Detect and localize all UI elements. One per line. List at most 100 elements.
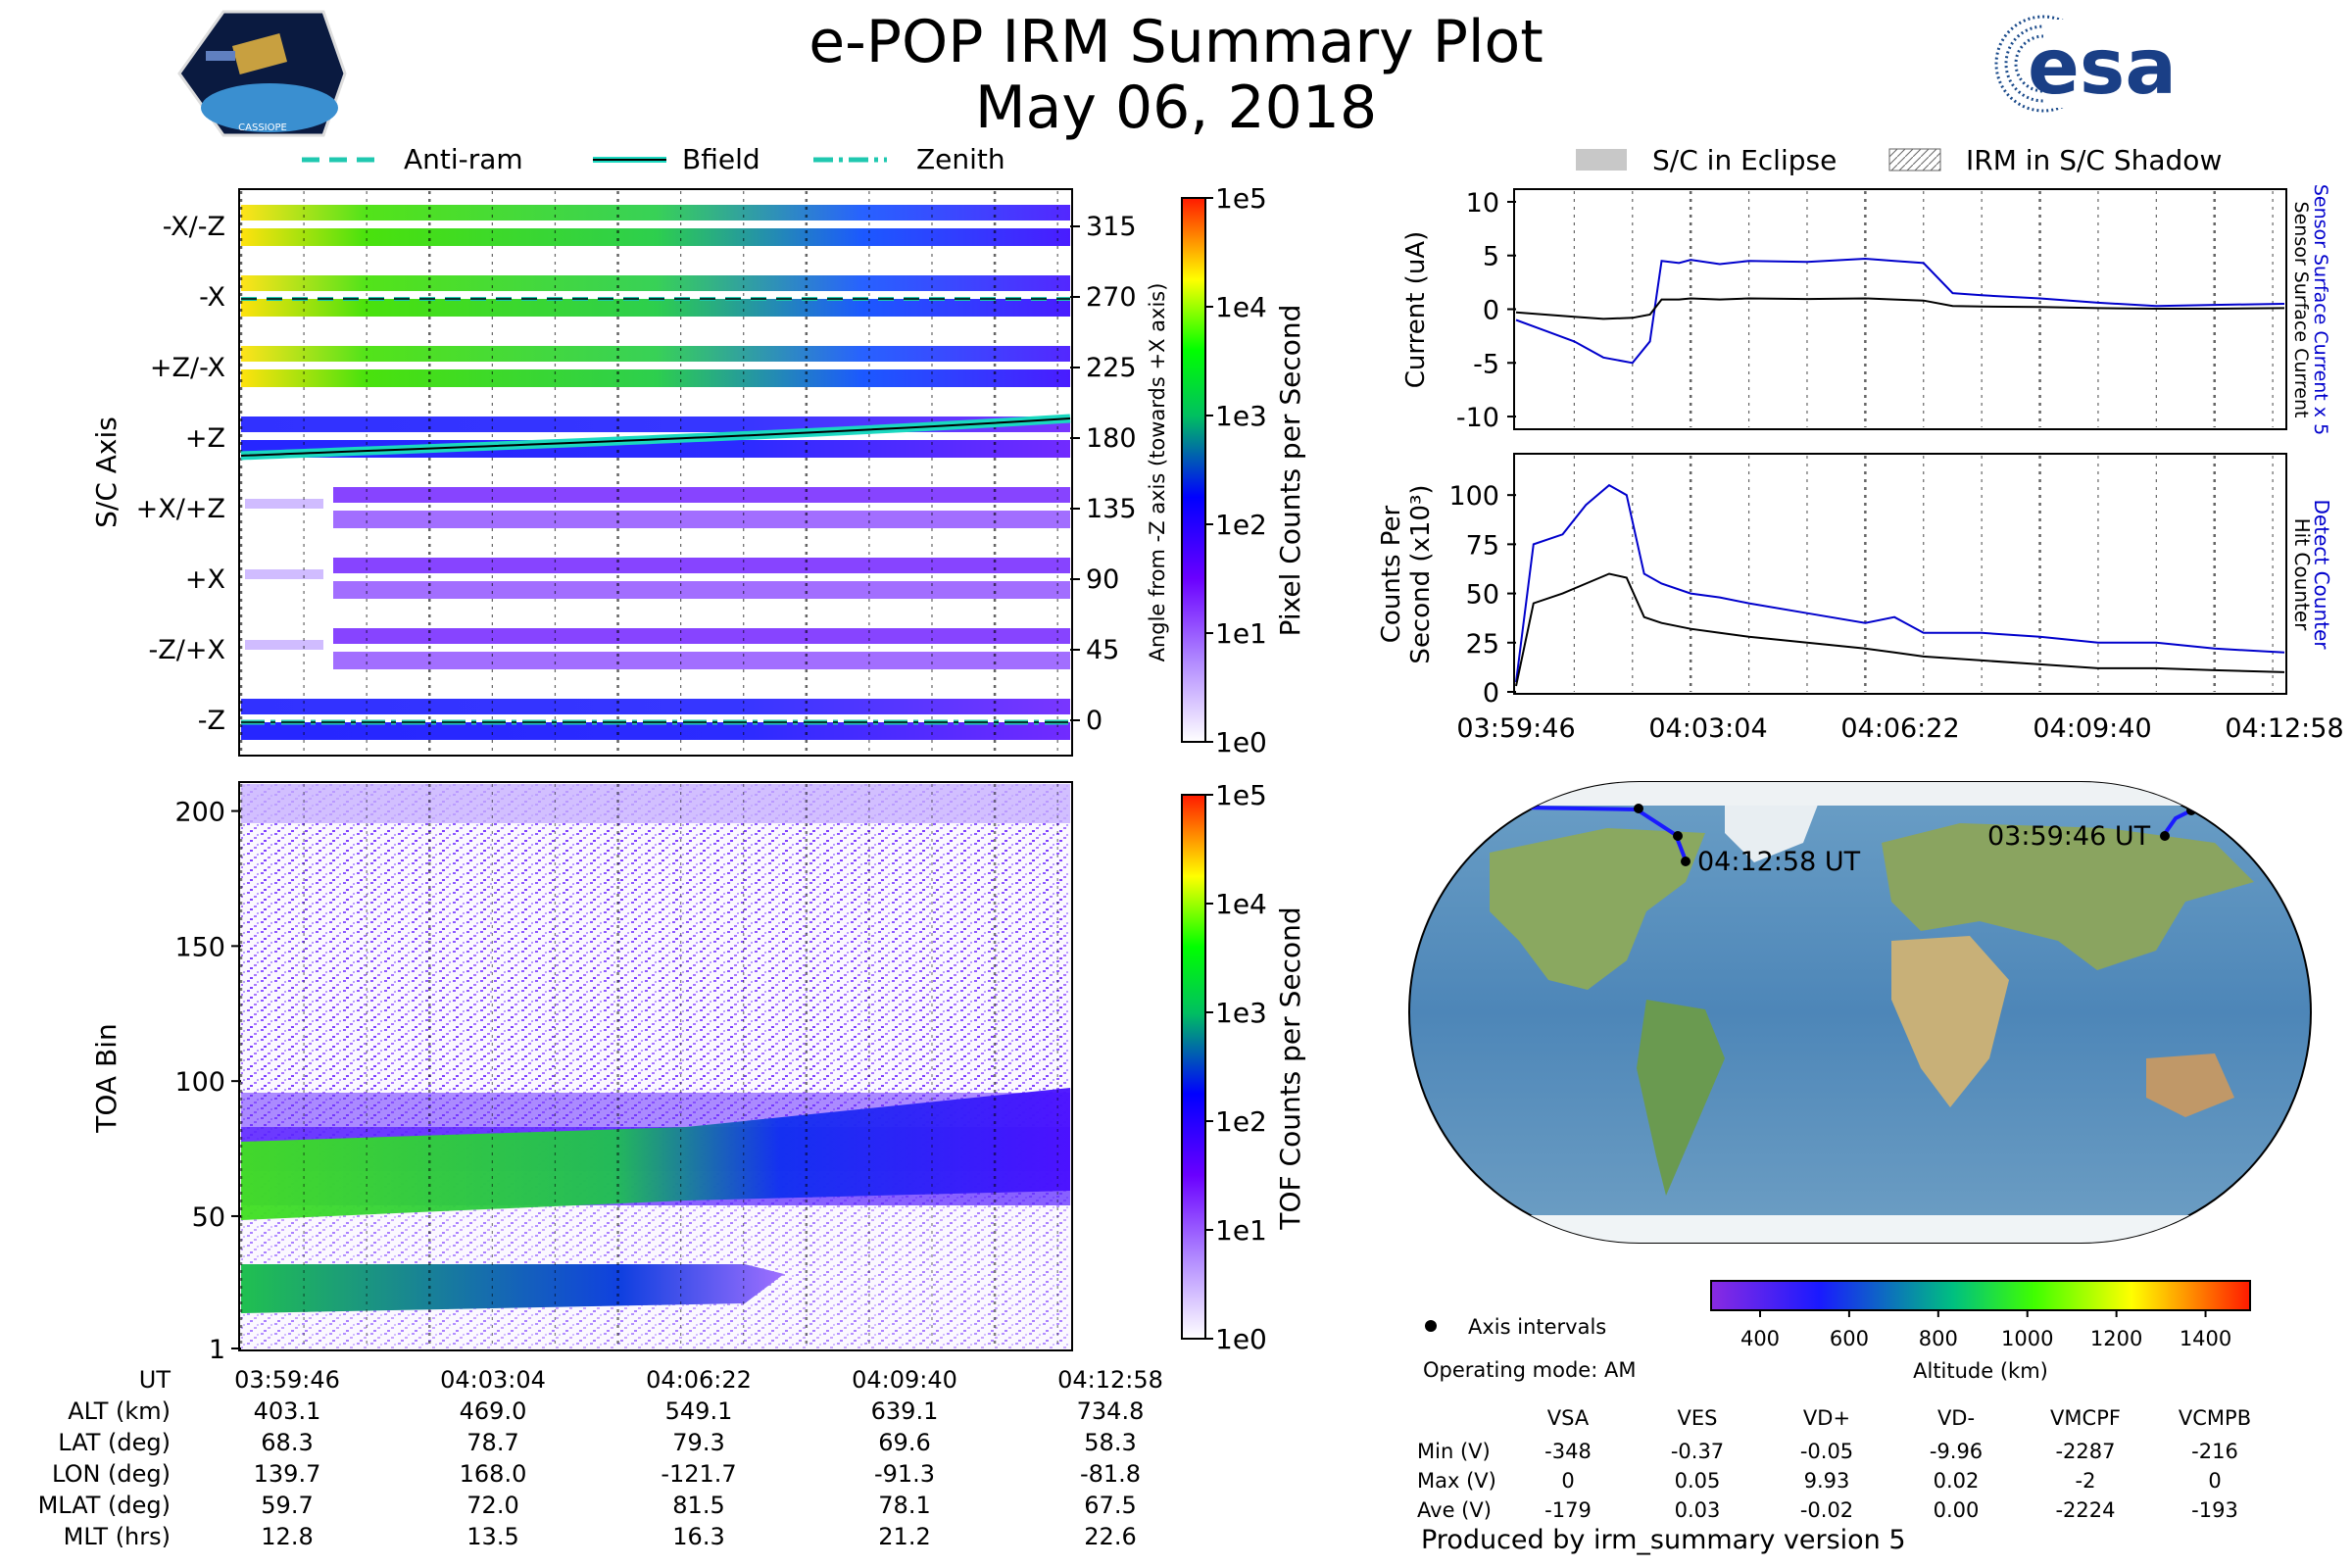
- ephemeris-cell: 16.3: [672, 1523, 725, 1550]
- pixel-colorbar-tick: 1e3: [1215, 400, 1267, 432]
- ytick: 100: [1448, 481, 1499, 512]
- continent-south-america: [1637, 1000, 1725, 1196]
- cassiope-logo: CASSIOPE: [177, 10, 347, 137]
- page-title: e-POP IRM Summary Plot: [808, 8, 1544, 76]
- ephemeris-cell: 403.1: [253, 1397, 321, 1425]
- ephemeris-cell: 03:59:46: [234, 1366, 340, 1394]
- axis-interval-dot: [1681, 857, 1690, 866]
- pixel-right-tick: 0: [1086, 706, 1102, 736]
- stats-cell: -2224: [2055, 1498, 2116, 1522]
- stats-cell: -0.05: [1799, 1440, 1854, 1463]
- ephemeris-cell: 67.5: [1084, 1492, 1137, 1519]
- stats-row-label: Max (V): [1417, 1469, 1496, 1493]
- bfield-line-core: [240, 417, 1071, 457]
- ephemeris-row: ALT (km) 403.1 469.0 549.1 639.1 734.8: [8, 1396, 1213, 1427]
- series-line-black: [1515, 297, 2285, 320]
- altitude-tick: 800: [1919, 1327, 1958, 1350]
- pixel-right-tick-labels: 315 270 225 180 135 90 45 0: [1086, 212, 1137, 736]
- tof-colorbar-tick: 1e3: [1215, 997, 1267, 1029]
- toa-time-gridlines: [239, 784, 1058, 1348]
- ephemeris-cell: 72.0: [466, 1492, 519, 1519]
- tof-colorbar-tick: 1e2: [1215, 1105, 1267, 1138]
- altitude-tick: 1000: [2001, 1327, 2053, 1350]
- pixel-right-tick: 135: [1086, 494, 1137, 524]
- stats-cell: 0.05: [1674, 1469, 1721, 1493]
- ytick: 25: [1466, 629, 1499, 660]
- pixel-band: [333, 581, 1070, 599]
- ephemeris-cell: 59.7: [261, 1492, 314, 1519]
- stats-cell: -179: [1544, 1498, 1592, 1522]
- counts-xtick: 04:06:22: [1840, 713, 1959, 744]
- pixel-ytick: -X: [199, 282, 225, 313]
- ephemeris-cell: 04:03:04: [440, 1366, 546, 1394]
- axis-interval-dot: [2160, 831, 2170, 841]
- stats-cell: -9.96: [1929, 1440, 1984, 1463]
- pixel-colorbar-tick: 1e1: [1215, 617, 1267, 650]
- pixel-band: [333, 487, 1070, 503]
- series-line-blue: [1515, 257, 2285, 365]
- stats-header: VMCPF: [2050, 1406, 2121, 1430]
- pixel-ytick: -Z/+X: [149, 635, 225, 665]
- axis-interval-dot: [2186, 806, 2196, 815]
- stats-row: Max (V) 0 0.05 9.93 0.02 -2 0: [1417, 1466, 2279, 1495]
- stats-cell: -2287: [2055, 1440, 2116, 1463]
- legend-eclipse-label: S/C in Eclipse: [1652, 144, 1837, 176]
- esa-logo-text: esa: [2028, 24, 2177, 112]
- cassiope-logo-text: CASSIOPE: [238, 122, 287, 133]
- produced-by: Produced by irm_summary version 5: [1421, 1525, 1906, 1555]
- stats-cell: 0.00: [1933, 1498, 1980, 1522]
- altitude-tick: 1200: [2090, 1327, 2142, 1350]
- pixel-colorbar-label: Pixel Counts per Second: [1274, 305, 1306, 637]
- ephemeris-cell: -121.7: [661, 1460, 737, 1488]
- toa-ytick: 150: [174, 932, 225, 962]
- ephemeris-row: MLT (hrs) 12.8 13.5 16.3 21.2 22.6: [8, 1521, 1213, 1552]
- ephemeris-cell: 549.1: [664, 1397, 733, 1425]
- ephemeris-label: MLAT (deg): [37, 1492, 171, 1519]
- stats-row-label: Ave (V): [1417, 1498, 1492, 1522]
- ytick: 50: [1466, 580, 1499, 611]
- counts-xtick: 04:09:40: [2033, 713, 2151, 744]
- legend-shadow-label: IRM in S/C Shadow: [1966, 144, 2222, 176]
- altitude-tick: 400: [1740, 1327, 1780, 1350]
- pixel-ytick: +Z: [185, 423, 225, 454]
- pixel-band: [241, 369, 1070, 387]
- ephemeris-cell: 22.6: [1084, 1523, 1137, 1550]
- tof-colorbar-tick: 1e1: [1215, 1214, 1267, 1247]
- ytick: -10: [1456, 403, 1499, 433]
- legend-zenith-label: Zenith: [916, 143, 1005, 175]
- axis-interval-dot: [1673, 831, 1683, 841]
- pixel-colorbar: 1e5 1e4 1e3 1e2 1e1 1e0 Pixel Counts per Seco…: [1181, 182, 1306, 759]
- toa-ytick-labels: 200 150 100 50 1: [174, 798, 241, 1365]
- ephemeris-cell: 168.0: [459, 1460, 527, 1488]
- pixel-band: [241, 346, 1070, 362]
- arctic: [1409, 782, 2311, 806]
- stats-header: VSA: [1546, 1406, 1590, 1430]
- pixel-ytick: -X/-Z: [163, 212, 225, 242]
- toa-spectrogram: 200 150 100 50 1 TOA Bin: [90, 781, 1073, 1365]
- ephemeris-label: LAT (deg): [58, 1429, 171, 1456]
- pixel-right-tick: 270: [1086, 282, 1137, 313]
- stats-header: VD+: [1802, 1406, 1851, 1430]
- pixel-band: [241, 228, 1070, 246]
- pixel-colorbar-tick: 1e0: [1215, 726, 1267, 759]
- ytick: 75: [1466, 530, 1499, 561]
- altitude-tick: 600: [1830, 1327, 1869, 1350]
- pixel-colorbar-tick: 1e2: [1215, 509, 1267, 541]
- counts-right-label-blue: Detect Counter: [2310, 500, 2333, 651]
- ephemeris-cell: -91.3: [873, 1460, 936, 1488]
- esa-logo: esa: [1994, 15, 2177, 113]
- continent-africa: [1891, 936, 2009, 1107]
- counts-ylabel-line2: Second (x10³): [1406, 484, 1436, 663]
- ephemeris-cell: 81.5: [672, 1492, 725, 1519]
- page-date: May 06, 2018: [974, 74, 1378, 142]
- ephemeris-cell: 58.3: [1084, 1429, 1137, 1456]
- altitude-colorbar-label: Altitude (km): [1913, 1359, 2048, 1383]
- stats-header: VCMPB: [2178, 1406, 2252, 1430]
- ephemeris-cell: 04:06:22: [646, 1366, 752, 1394]
- continent-north-america: [1490, 828, 1705, 990]
- ephemeris-cell: 139.7: [253, 1460, 321, 1488]
- stats-cell: 0: [2208, 1469, 2222, 1493]
- map-end-label: 04:12:58 UT: [1697, 847, 1861, 877]
- ytick: 10: [1466, 188, 1499, 219]
- counts-series: [1515, 483, 2285, 687]
